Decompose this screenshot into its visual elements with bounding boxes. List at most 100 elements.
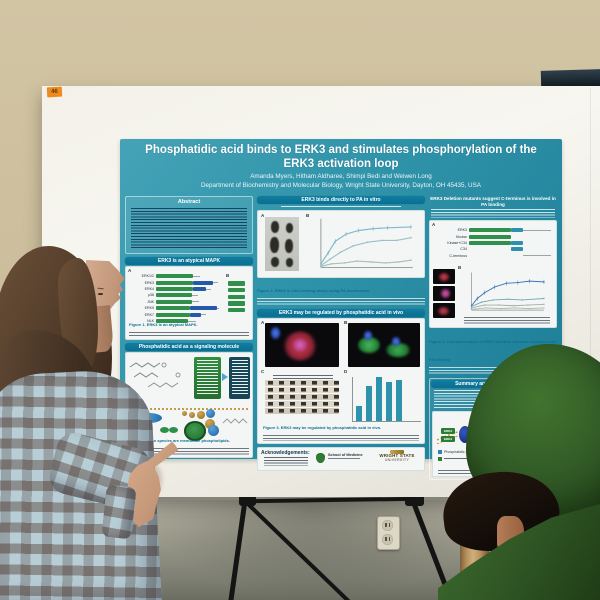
atypical-header: ERK3 is an atypical MAPK: [125, 257, 253, 265]
identity-chip: [228, 307, 245, 313]
panel-letter: B: [458, 265, 462, 270]
deletion-fluor-thumb: [433, 303, 455, 318]
figure1-caption-lead: Figure 1. ERK3 is an atypical MAPK.: [129, 322, 198, 327]
binds-figure: A B: [257, 209, 425, 278]
panel-letter: B: [306, 212, 310, 218]
invivo-figure: A B C: [257, 317, 425, 444]
school-of-medicine-text: School of Medicine: [328, 452, 363, 457]
price-sticker: 46: [46, 86, 63, 98]
summary-erk3-chip: ERK3: [441, 436, 455, 442]
deletion-row: ERK3: [433, 227, 553, 233]
panel-letter: C: [261, 368, 265, 374]
poster-column-middle: ERK3 binds directly to PA in vitro A B: [257, 196, 425, 471]
binding-blot-image: [265, 216, 299, 271]
deletion-row: Kinase: [433, 233, 553, 239]
school-of-medicine-logo: [316, 452, 325, 463]
poster-section-acknowledgements: Acknowledgements: School of Medicine WRI…: [257, 446, 425, 471]
poster-section-atypical: ERK3 is an atypical MAPK A ERK1/2 ERK3 E…: [125, 257, 253, 340]
deletion-chart-legend: [464, 317, 550, 324]
panel-letter: A: [261, 319, 265, 325]
figure2-caption-text: [257, 297, 425, 306]
erk-dimer: [169, 427, 178, 433]
panel-letter: A: [432, 222, 436, 227]
summary-erk3-chip: ERK3: [441, 428, 455, 434]
deletion-figure: A ERK3 Kinase Kinase+C34: [429, 220, 557, 328]
deletion-domain-rows: ERK3 Kinase Kinase+C34 C34: [433, 227, 553, 259]
bar: [356, 406, 362, 421]
mapk-row: JNK: [130, 299, 222, 305]
signal-node: [205, 419, 215, 429]
panel-letter: A: [261, 212, 265, 218]
deletion-header: ERK3 Deletion mutants suggest C-terminus…: [430, 196, 556, 207]
signal-node: [197, 411, 205, 419]
arrow-right-icon: [222, 373, 228, 381]
deletion-row: C-terminus: [449, 253, 552, 258]
figure1-caption-text: [129, 332, 249, 337]
signaling-header: Phosphatidic acid as a signaling molecul…: [125, 343, 253, 351]
figure4-caption-lead: Figure 4. Characterization of ERK3 delet…: [429, 339, 557, 362]
nucleus: [184, 421, 206, 441]
power-outlet: [377, 516, 400, 550]
signal-node: [189, 412, 195, 418]
bar: [376, 376, 382, 421]
legend-label-text: [444, 457, 478, 461]
legend-swatch-green: [438, 457, 442, 461]
pa-sources-box: [194, 357, 221, 399]
poster-section-invivo: ERK3 may be regulated by phosphatidic ac…: [257, 308, 425, 444]
invivo-header: ERK3 may be regulated by phosphatidic ac…: [257, 308, 425, 317]
acknowledgements-list: [264, 456, 308, 466]
pa-sources-list: [197, 360, 218, 396]
summary-legend-row: Phosphatidic acid: [438, 450, 472, 454]
woman-cuff: [101, 484, 137, 540]
figure3-caption-lead: Figure 3. ERK3 may be regulated by phosp…: [263, 424, 382, 430]
binding-curve-chart: [320, 218, 413, 268]
chemical-structures: [129, 362, 181, 388]
membrane-line: [130, 408, 248, 410]
identity-chips: [228, 279, 245, 315]
poster-authors: Amanda Myers, Hitham Aldharee, Shimpi Be…: [250, 173, 432, 180]
poster-section-deletion: ERK3 Deletion mutants suggest C-terminus…: [429, 196, 557, 375]
western-blot-panel: [265, 374, 339, 416]
poster-section-binds: ERK3 binds directly to PA in vitro A B: [257, 196, 425, 306]
abstract-header: Abstract: [177, 199, 201, 205]
figure2-caption-lead: Figure 2. ERK3 in vitro binding assay us…: [257, 287, 371, 293]
wsu-wordmark-line1: WRIGHT STATE: [379, 452, 415, 458]
poster-title: Phosphatidic acid binds to ERK3 and stim…: [145, 144, 537, 170]
bar: [366, 386, 372, 421]
atypical-figure: A ERK1/2 ERK3 ERK4 p3: [125, 266, 253, 340]
abstract-text: [131, 208, 247, 250]
signal-node: [208, 425, 219, 436]
panel-letter: A: [128, 268, 132, 273]
signaling-caption-text: [129, 448, 249, 455]
panel-letter: B: [226, 273, 230, 278]
board-shadow: [150, 500, 480, 600]
panel-letter: D: [344, 368, 348, 374]
deletion-row: Kinase+C34: [433, 240, 553, 246]
deletion-fluor-thumb: [433, 286, 455, 301]
board-edge-line: [590, 88, 591, 493]
quantification-bar-chart: [352, 376, 421, 422]
signal-node: [182, 411, 187, 416]
poster-section-abstract: Abstract: [125, 196, 253, 254]
identity-chip: [228, 287, 245, 293]
mapk-row: p38: [130, 292, 222, 298]
woman-eye: [98, 293, 103, 295]
deletion-row: C34: [433, 246, 553, 252]
fluorescence-image-green: [348, 322, 420, 367]
wsu-wordmark-line2: UNIVERSITY: [384, 458, 410, 463]
mapk-domain-rows: ERK1/2 ERK3 ERK4 p38: [130, 273, 222, 324]
identity-chip: [228, 281, 245, 286]
bar: [386, 381, 392, 421]
mapk-row: NLK: [130, 318, 222, 324]
mapk-row: ERK4: [130, 286, 222, 292]
legend-swatch-blue: [438, 450, 442, 454]
fluorescence-image-red: [265, 322, 339, 367]
binds-subtext: [281, 205, 401, 209]
mapk-row: ERK5: [130, 305, 222, 311]
bar: [396, 379, 402, 421]
binds-header: ERK3 binds directly to PA in vitro: [257, 196, 425, 204]
easel-hinge: [239, 494, 256, 506]
dna-squiggle: [222, 418, 248, 424]
acknowledgements-header: Acknowledgements:: [261, 449, 310, 456]
